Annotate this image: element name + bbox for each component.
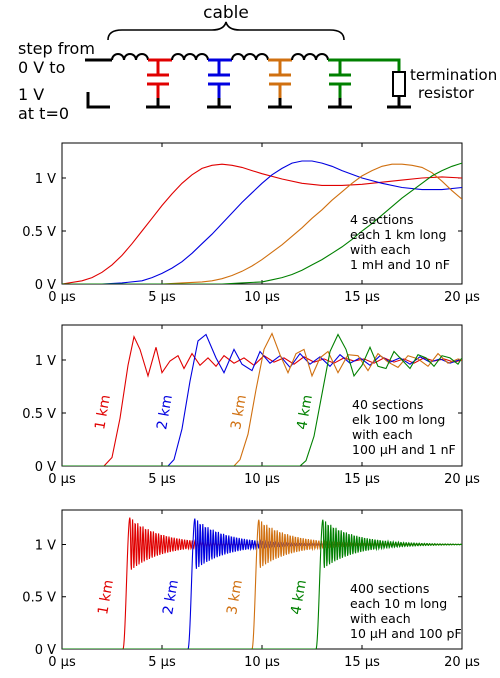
- x-tick-label: 0 µs: [48, 290, 76, 305]
- annotation-line-4: 100 µH and 1 nF: [352, 442, 456, 457]
- x-tick-label: 10 µs: [244, 472, 280, 487]
- plot-frame: [61, 324, 463, 467]
- annotation-line-3: with each: [352, 427, 413, 442]
- series-line-4: [62, 162, 462, 284]
- source-label-line-3: 1 V: [18, 85, 44, 104]
- plot-40-sections: 0 µs 5 µs 10 µs 15 µs 20 µs 0 V 0.5 V 1 V 1 km 2 …: [22, 324, 480, 487]
- annotation-line-1: 400 sections: [350, 581, 429, 596]
- annotation-line-4: 10 µH and 100 pF: [350, 626, 462, 641]
- source-label: step from 0 V to 1 V at t=0: [18, 39, 95, 123]
- circuit-schematic: cable step from 0 V to 1 V at t=0: [18, 3, 497, 123]
- cable-label: cable: [203, 3, 249, 23]
- capacitor-4: [328, 60, 352, 109]
- x-tick-label: 5 µs: [148, 290, 176, 305]
- annotation-line-3: with each: [350, 611, 411, 626]
- source-label-line-1: step from: [18, 39, 95, 58]
- y-tick-label: 0.5 V: [22, 407, 56, 422]
- x-tick-label: 0 µs: [48, 472, 76, 487]
- series-label-4: 4 km: [288, 579, 310, 616]
- annotation-line-2: elk 100 m long: [352, 412, 445, 427]
- series-line-1: [62, 163, 462, 284]
- source-label-line-4: at t=0: [18, 104, 69, 123]
- series-label-4: 4 km: [294, 394, 316, 431]
- series-line-2: [62, 333, 462, 466]
- series-label-1: 1 km: [95, 579, 117, 616]
- annotation-line-4: 1 mH and 10 nF: [350, 257, 450, 272]
- series-label-2: 2 km: [154, 394, 176, 431]
- series-line-4: [62, 519, 462, 649]
- capacitor-2: [207, 60, 231, 109]
- plot-400-sections: 0 µs 5 µs 10 µs 15 µs 20 µs 0 V 0.5 V 1 V 1 km 2 …: [22, 509, 480, 670]
- annotation-line-2: each 10 m long: [350, 596, 447, 611]
- series-label-1: 1 km: [92, 394, 114, 431]
- series-line-4: [62, 333, 462, 466]
- series-line-1: [62, 334, 462, 466]
- source-label-line-2: 0 V to: [18, 58, 65, 77]
- source-step-symbol: [86, 92, 110, 109]
- y-tick-label: 1 V: [35, 172, 56, 187]
- series-line-3: [62, 332, 462, 466]
- termination-resistor: [387, 71, 411, 109]
- y-tick-label: 0 V: [35, 643, 56, 658]
- y-tick-label: 0 V: [35, 460, 56, 475]
- inductor-1: [111, 53, 149, 61]
- cable-brace: [107, 21, 345, 41]
- x-tick-label: 20 µs: [444, 290, 480, 305]
- x-tick-label: 15 µs: [344, 472, 380, 487]
- x-tick-label: 0 µs: [48, 655, 76, 670]
- inductor-2: [171, 53, 209, 61]
- series-label-2: 2 km: [160, 579, 182, 616]
- plot-4-sections: 0 µs 5 µs 10 µs 15 µs 20 µs 0 V 0.5 V 1 V 4 sect…: [22, 142, 480, 305]
- annotation-line-3: with each: [350, 242, 411, 257]
- x-tick-label: 10 µs: [244, 655, 280, 670]
- termination-label-line-2: resistor: [418, 84, 475, 102]
- x-tick-label: 5 µs: [148, 472, 176, 487]
- annotation-line-2: each 1 km long: [350, 227, 446, 242]
- inductor-4: [291, 53, 329, 61]
- annotation-line-1: 4 sections: [350, 212, 413, 227]
- termination-label-line-1: termination: [410, 66, 497, 84]
- x-tick-label: 15 µs: [344, 655, 380, 670]
- termination-label: termination resistor: [410, 66, 497, 102]
- series-line-3: [62, 519, 462, 649]
- x-tick-label: 5 µs: [148, 655, 176, 670]
- capacitor-1: [146, 60, 170, 109]
- y-tick-label: 0.5 V: [22, 591, 56, 606]
- y-tick-label: 0 V: [35, 278, 56, 293]
- x-tick-label: 20 µs: [444, 472, 480, 487]
- y-tick-label: 0.5 V: [22, 225, 56, 240]
- x-tick-label: 20 µs: [444, 655, 480, 670]
- inductor-3: [231, 53, 269, 61]
- series-line-3: [62, 163, 462, 284]
- y-tick-label: 1 V: [35, 538, 56, 553]
- annotation-line-1: 40 sections: [352, 397, 423, 412]
- x-tick-label: 10 µs: [244, 290, 280, 305]
- x-tick-label: 15 µs: [344, 290, 380, 305]
- series-label-3: 3 km: [224, 579, 246, 616]
- series-line-2: [62, 160, 462, 284]
- capacitor-3: [268, 60, 292, 109]
- y-tick-label: 1 V: [35, 354, 56, 369]
- series-label-3: 3 km: [228, 394, 250, 431]
